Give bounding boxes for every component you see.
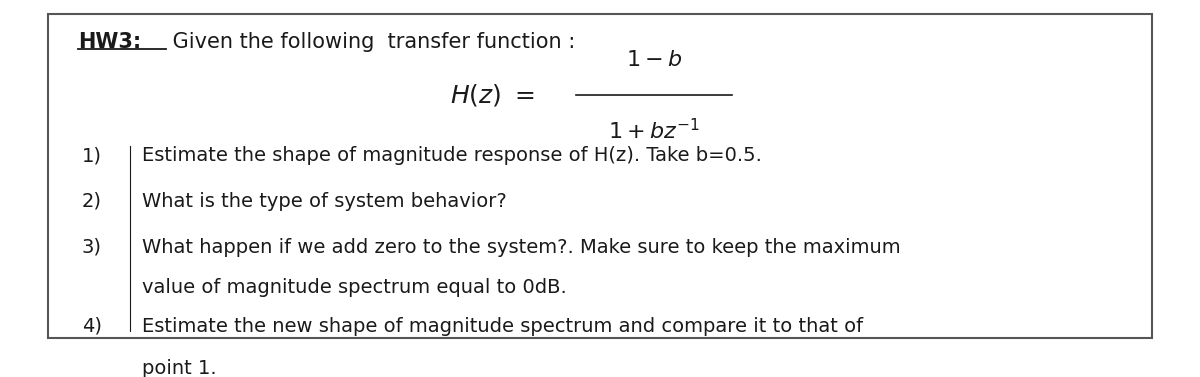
Text: What is the type of system behavior?: What is the type of system behavior? <box>142 192 506 211</box>
Text: Given the following  transfer function :: Given the following transfer function : <box>166 32 575 52</box>
FancyBboxPatch shape <box>48 14 1152 338</box>
Text: 1): 1) <box>82 146 102 165</box>
Text: $1-b$: $1-b$ <box>625 50 683 70</box>
Text: 2): 2) <box>82 192 102 211</box>
Text: 4): 4) <box>82 317 102 336</box>
Text: 3): 3) <box>82 238 102 257</box>
Text: Estimate the new shape of magnitude spectrum and compare it to that of: Estimate the new shape of magnitude spec… <box>142 317 863 336</box>
Text: $1+bz^{-1}$: $1+bz^{-1}$ <box>608 118 700 143</box>
Text: HW3:: HW3: <box>78 32 142 52</box>
Text: point 1.: point 1. <box>142 359 216 377</box>
Text: value of magnitude spectrum equal to 0dB.: value of magnitude spectrum equal to 0dB… <box>142 278 566 297</box>
Text: $H(z)\ =\ $: $H(z)\ =\ $ <box>450 82 535 108</box>
Text: Estimate the shape of magnitude response of H(z). Take b=0.5.: Estimate the shape of magnitude response… <box>142 146 762 165</box>
Text: What happen if we add zero to the system?. Make sure to keep the maximum: What happen if we add zero to the system… <box>142 238 900 257</box>
